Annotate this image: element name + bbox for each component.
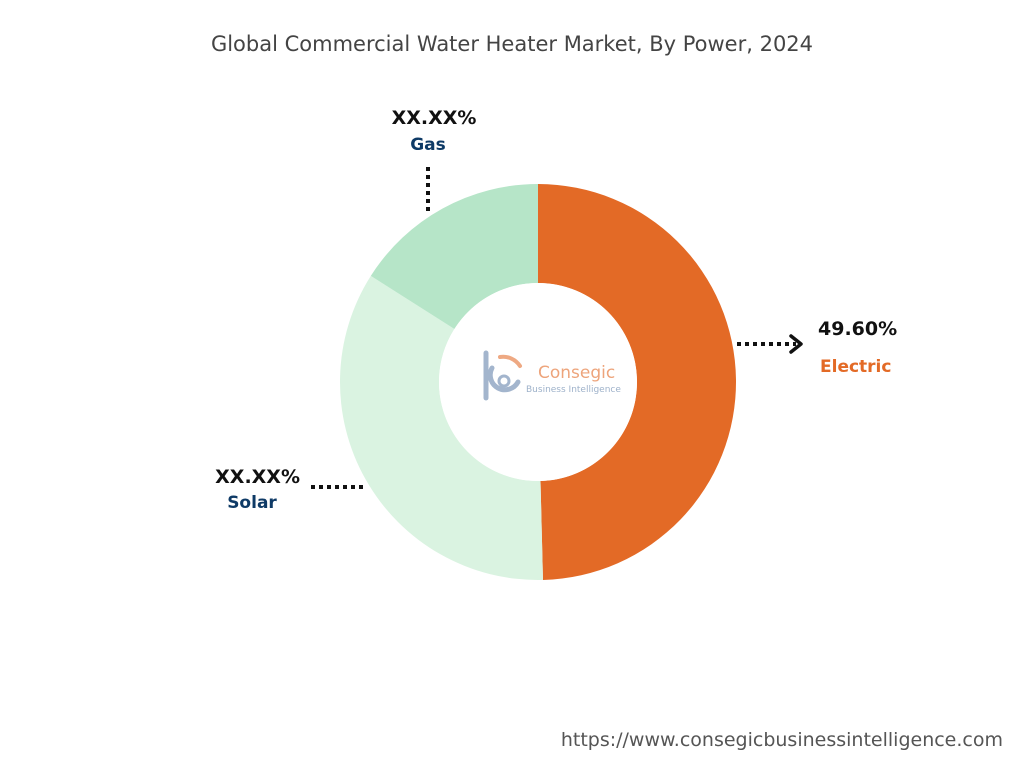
logo-mark-icon [483, 350, 522, 401]
solar-category-label: Solar [227, 493, 277, 513]
gas-percent-label: XX.XX% [392, 107, 477, 129]
slice-electric [538, 183, 737, 580]
electric-category-label: Electric [820, 357, 891, 377]
consegic-logo: Consegic Business Intelligence [483, 350, 621, 401]
chart-title: Global Commercial Water Heater Market, B… [211, 32, 813, 56]
donut-hole [439, 283, 637, 481]
slice-solar [339, 275, 543, 581]
logo-name: Consegic [538, 363, 615, 383]
donut-slices [339, 183, 737, 581]
solar-percent-label: XX.XX% [215, 466, 300, 488]
source-url: https://www.consegicbusinessintelligence… [561, 729, 1003, 751]
electric-arrow-icon [789, 334, 803, 354]
electric-percent-label: 49.60% [818, 318, 897, 340]
gas-category-label: Gas [410, 135, 446, 155]
slice-gas [370, 184, 538, 329]
logo-tagline: Business Intelligence [526, 385, 621, 395]
